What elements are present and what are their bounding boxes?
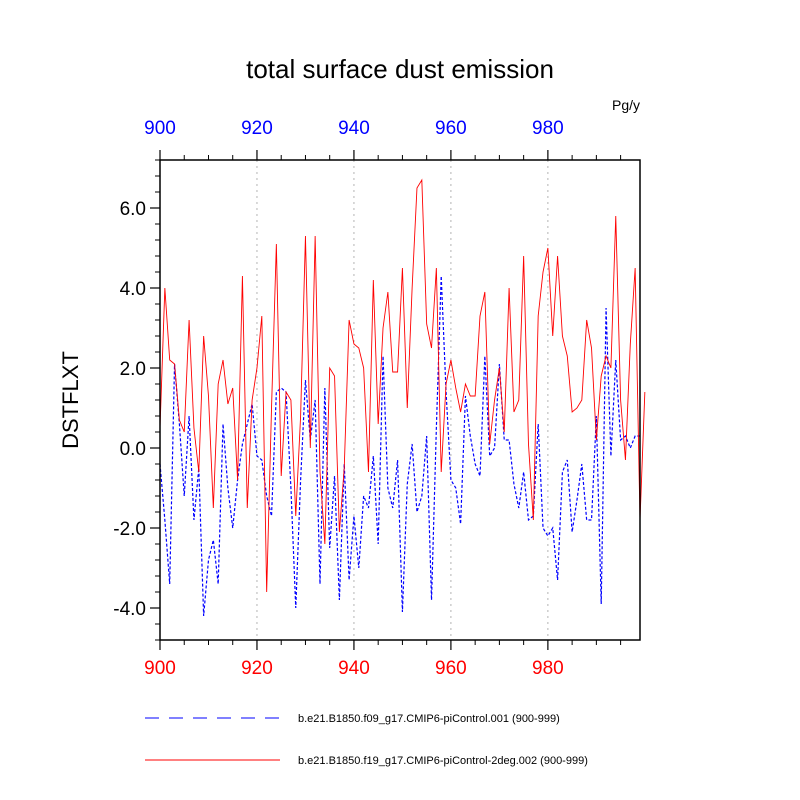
chart-title: total surface dust emission bbox=[246, 54, 554, 84]
y-tick-label-0: 0.0 bbox=[120, 439, 146, 460]
tick-layer: 900 900 920 920 940 940 960 960 980 980 -4.0 -2.0 0.… bbox=[113, 118, 622, 679]
y-tick-label-6: 6.0 bbox=[120, 199, 146, 220]
y-tick-label-4: 4.0 bbox=[120, 279, 146, 300]
x-tick-label-top-940: 940 bbox=[338, 118, 370, 139]
x-tick-label-top-900: 900 bbox=[144, 118, 176, 139]
units-label: Pg/y bbox=[612, 97, 640, 113]
x-tick-label-bottom-960: 960 bbox=[435, 658, 467, 679]
plot-frame bbox=[159, 159, 641, 641]
x-tick-label-bottom-980: 980 bbox=[532, 658, 564, 679]
y-tick-label-2: 2.0 bbox=[120, 359, 146, 380]
x-tick-label-top-920: 920 bbox=[241, 118, 273, 139]
plot-area bbox=[159, 178, 646, 617]
grid-layer bbox=[256, 160, 549, 640]
y-axis-label: DSTFLXT bbox=[58, 351, 83, 449]
x-tick-label-top-960: 960 bbox=[435, 118, 467, 139]
series-line-1 bbox=[159, 275, 640, 617]
legend-label-series-1: b.e21.B1850.f09_g17.CMIP6-piControl.001 … bbox=[298, 713, 560, 725]
y-tick-label--2: -2.0 bbox=[113, 519, 146, 540]
x-tick-label-bottom-920: 920 bbox=[241, 658, 273, 679]
x-tick-label-top-980: 980 bbox=[532, 118, 564, 139]
x-tick-label-bottom-940: 940 bbox=[338, 658, 370, 679]
legend-label-series-2: b.e21.B1850.f19_g17.CMIP6-piControl-2deg… bbox=[298, 755, 588, 767]
series-line-2 bbox=[159, 178, 646, 593]
x-tick-label-bottom-900: 900 bbox=[144, 658, 176, 679]
y-tick-label--4: -4.0 bbox=[113, 599, 146, 620]
